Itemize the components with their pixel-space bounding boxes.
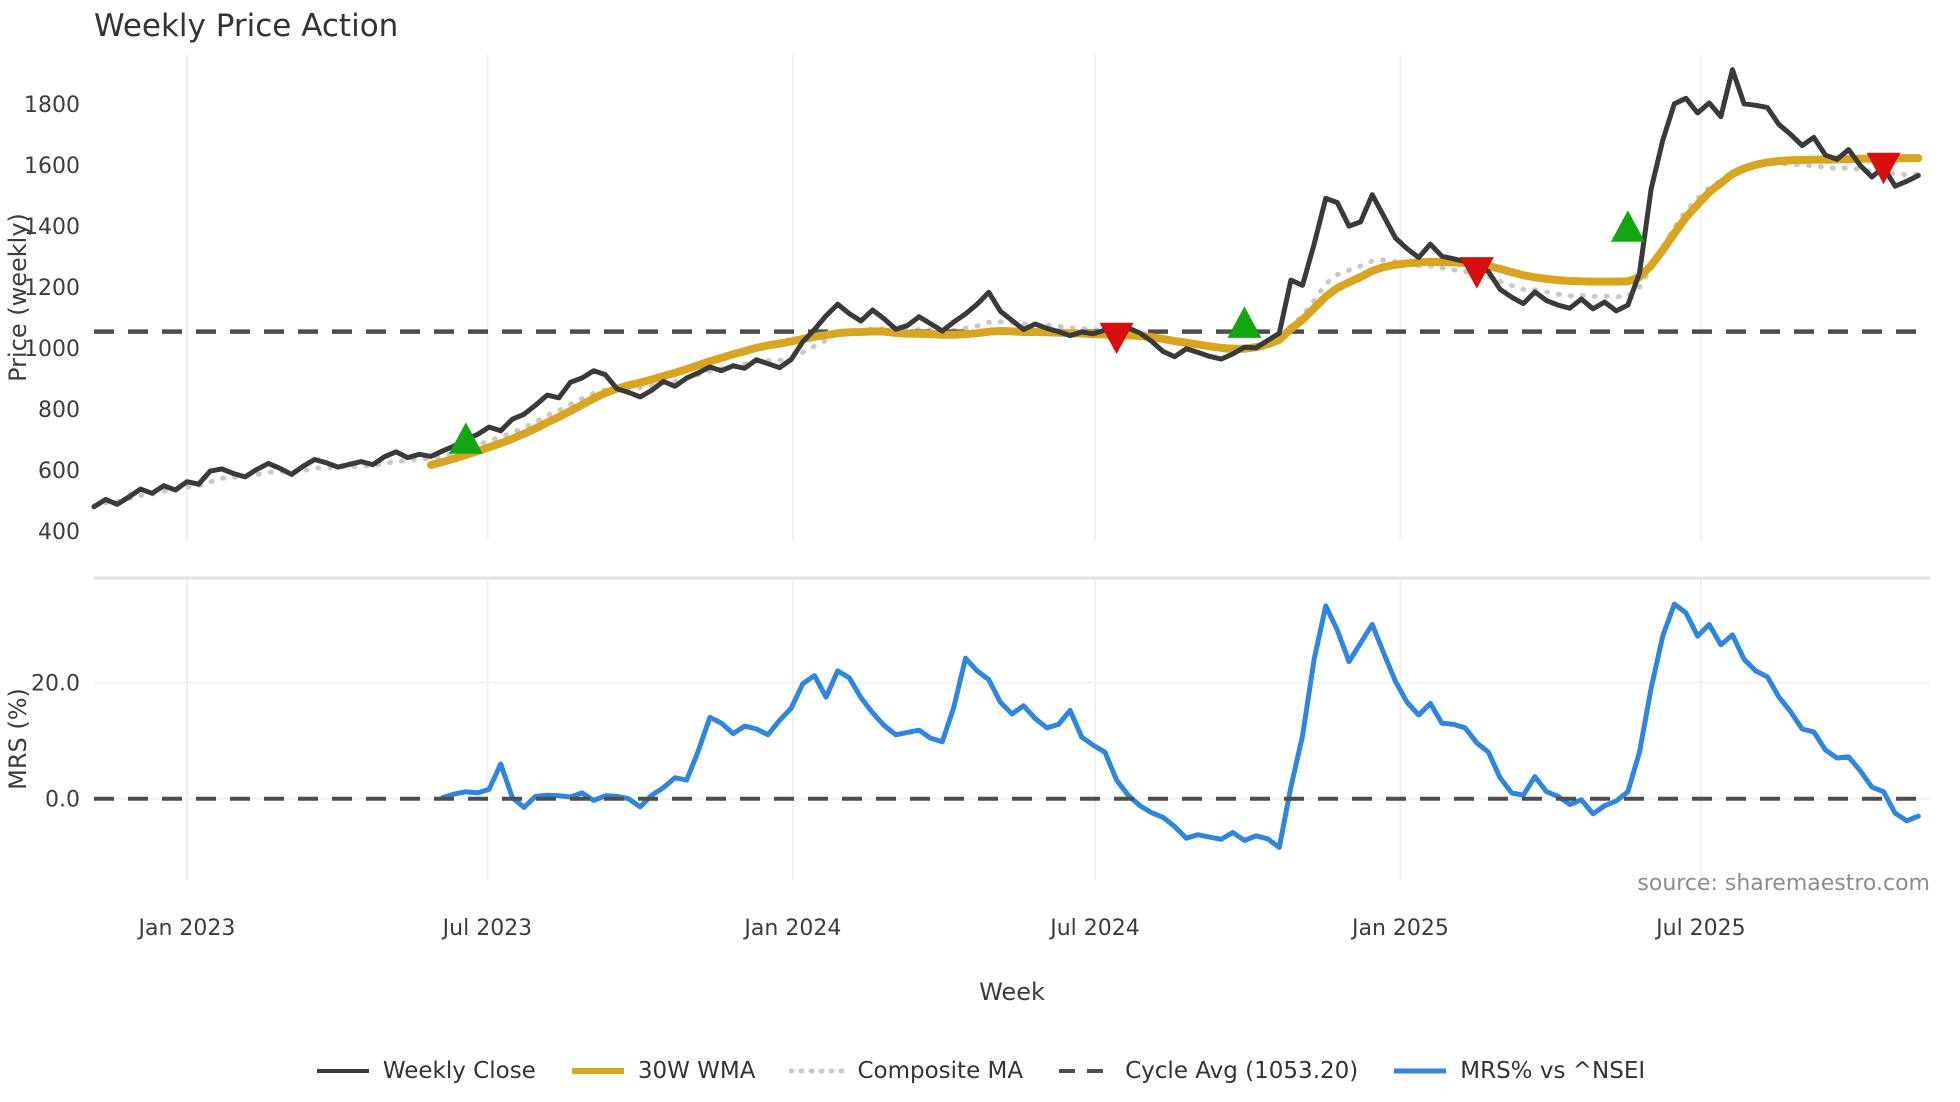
legend-label-1: 30W WMA (637, 1058, 756, 1084)
series-30w-wma (426, 154, 1923, 469)
price-y-tick-600: 600 (38, 459, 80, 484)
price-y-tick-400: 400 (38, 520, 80, 545)
buy-signal-marker-2[interactable] (1610, 210, 1645, 242)
legend-swatch-0 (316, 1069, 369, 1073)
legend-label-4: MRS% vs ^NSEI (1460, 1058, 1646, 1084)
mrs-y-axis-label: MRS (%) (4, 688, 32, 790)
x-tick-jul-2023: Jul 2023 (441, 916, 533, 941)
price-y-tick-1800: 1800 (24, 93, 80, 118)
buy-signal-marker-1[interactable] (1227, 306, 1262, 338)
x-axis-label: Week (979, 978, 1045, 1006)
sell-signal-marker-0[interactable] (1099, 322, 1134, 355)
price-y-tick-1200: 1200 (24, 276, 80, 301)
buy-signal-marker-0[interactable] (448, 422, 483, 454)
x-axis-ticks: Jan 2023 Jul 2023 Jan 2024 Jul 2024 Jan 2025… (137, 916, 1746, 941)
sell-signal-marker-2[interactable] (1866, 152, 1901, 185)
price-y-axis-label: Price (weekly) (4, 213, 32, 382)
series-weekly-close (91, 67, 1921, 510)
series-mrs-percent (440, 601, 1921, 850)
legend-swatch-2 (789, 1068, 846, 1074)
mrs-y-axis-ticks: 0.0 20.0 (31, 672, 80, 813)
legend-item-30w-wma[interactable]: 30W WMA (570, 1058, 756, 1084)
x-tick-jan-2025: Jan 2025 (1350, 916, 1449, 941)
legend-label-0: Weekly Close (382, 1058, 536, 1084)
page-title: Weekly Price Action (94, 8, 399, 44)
legend-label-3: Cycle Avg (1053.20) (1125, 1058, 1359, 1084)
chart-legend: Weekly Close 30W WMA Composite MA Cycle Avg… (0, 1058, 1960, 1084)
x-tick-jul-2025: Jul 2025 (1654, 916, 1746, 941)
signal-markers (448, 152, 1901, 454)
price-y-tick-1600: 1600 (24, 154, 80, 179)
chart-canvas: 400 600 800 1000 1200 1400 1600 1800 0.0 20.0 Jan … (4, 55, 1930, 1006)
mrs-y-tick-0.0: 0.0 (45, 788, 80, 813)
legend-item-mrs-vs-nsei[interactable]: MRS% vs ^NSEI (1392, 1058, 1645, 1084)
mrs-y-tick-20.0: 20.0 (31, 672, 80, 697)
price-y-tick-1400: 1400 (24, 215, 80, 240)
price-y-tick-1000: 1000 (24, 337, 80, 362)
legend-swatch-1 (571, 1068, 624, 1074)
legend-item-cycle-avg-1053-20[interactable]: Cycle Avg (1053.20) (1057, 1058, 1358, 1084)
legend-item-composite-ma[interactable]: Composite MA (789, 1058, 1023, 1084)
x-tick-jan-2024: Jan 2024 (742, 916, 841, 941)
price-y-tick-800: 800 (38, 398, 80, 423)
x-tick-jan-2023: Jan 2023 (137, 916, 236, 941)
legend-swatch-3 (1059, 1069, 1112, 1073)
x-tick-jul-2024: Jul 2024 (1048, 916, 1140, 941)
legend-item-weekly-close[interactable]: Weekly Close (315, 1058, 536, 1084)
legend-swatch-4 (1394, 1068, 1447, 1074)
price-y-axis-ticks: 400 600 800 1000 1200 1400 1600 1800 (24, 93, 80, 545)
source-attribution: source: sharemaestro.com (1637, 871, 1930, 896)
sell-signal-marker-1[interactable] (1459, 257, 1494, 289)
legend-label-2: Composite MA (857, 1058, 1024, 1084)
grid-lines (94, 55, 1930, 880)
